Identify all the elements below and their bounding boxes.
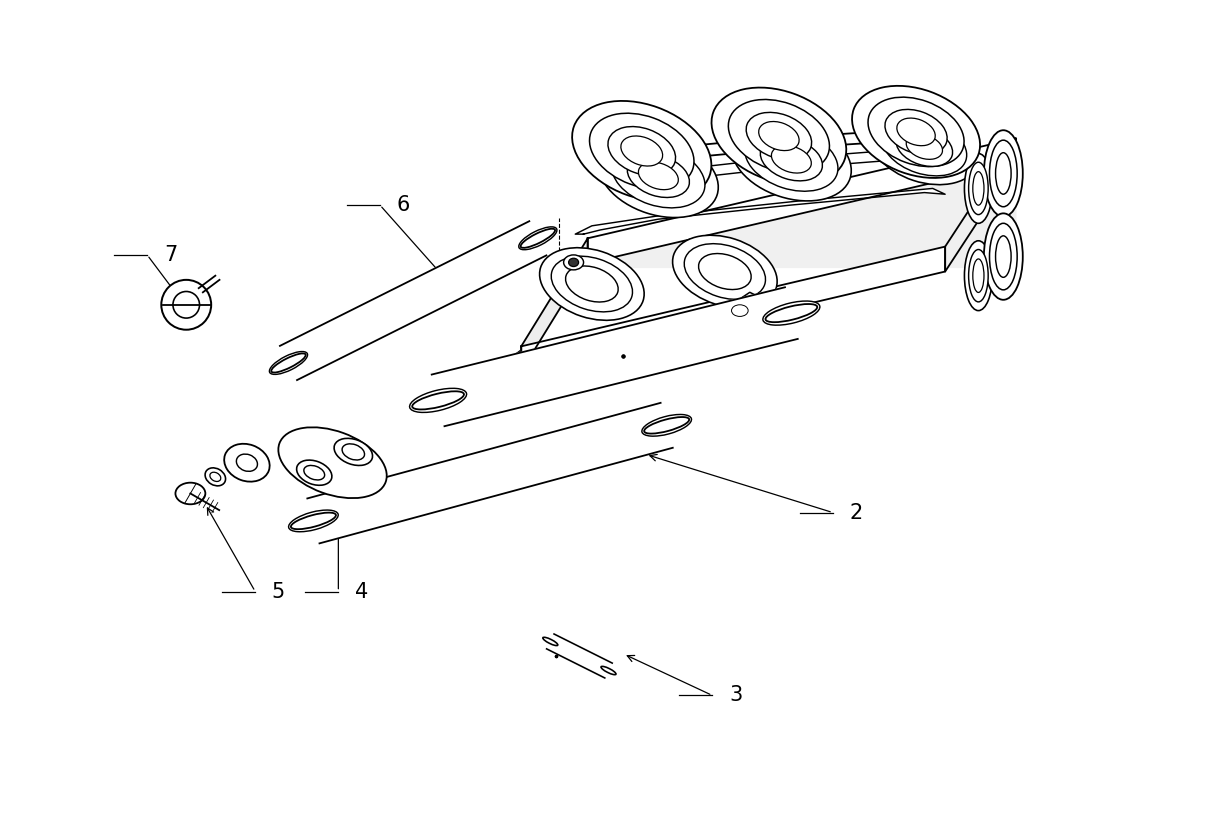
Ellipse shape — [758, 122, 800, 151]
Ellipse shape — [410, 389, 466, 413]
Ellipse shape — [612, 144, 705, 208]
Ellipse shape — [972, 259, 985, 293]
Ellipse shape — [868, 98, 964, 167]
Polygon shape — [546, 634, 612, 678]
Polygon shape — [308, 403, 673, 544]
Polygon shape — [432, 287, 798, 426]
Ellipse shape — [983, 130, 1022, 217]
Ellipse shape — [897, 118, 935, 146]
Ellipse shape — [996, 236, 1011, 278]
Polygon shape — [280, 221, 546, 380]
Text: 8: 8 — [488, 378, 501, 398]
Ellipse shape — [173, 292, 200, 318]
Polygon shape — [521, 247, 946, 371]
Ellipse shape — [989, 140, 1017, 207]
Ellipse shape — [271, 354, 305, 373]
Ellipse shape — [162, 280, 212, 329]
Text: 4: 4 — [355, 581, 369, 601]
Ellipse shape — [539, 248, 644, 320]
Ellipse shape — [765, 304, 818, 322]
Ellipse shape — [551, 256, 633, 312]
Ellipse shape — [969, 249, 988, 302]
Ellipse shape — [236, 454, 258, 471]
Ellipse shape — [304, 465, 325, 480]
Ellipse shape — [969, 163, 988, 214]
Ellipse shape — [870, 109, 978, 184]
Ellipse shape — [964, 241, 992, 310]
Ellipse shape — [644, 417, 689, 434]
Ellipse shape — [996, 153, 1011, 194]
Ellipse shape — [572, 101, 712, 201]
Ellipse shape — [761, 138, 823, 181]
Polygon shape — [588, 138, 1016, 268]
Ellipse shape — [745, 128, 839, 191]
Ellipse shape — [641, 414, 691, 436]
Text: 2: 2 — [849, 503, 863, 523]
Ellipse shape — [621, 136, 662, 166]
Polygon shape — [521, 239, 588, 371]
Ellipse shape — [728, 99, 830, 173]
Text: 6: 6 — [397, 195, 410, 215]
Ellipse shape — [599, 134, 718, 218]
Ellipse shape — [335, 439, 372, 465]
Ellipse shape — [291, 513, 336, 530]
Ellipse shape — [209, 472, 220, 481]
Ellipse shape — [763, 301, 820, 325]
Polygon shape — [946, 138, 1016, 272]
Ellipse shape — [269, 352, 308, 374]
Ellipse shape — [518, 227, 557, 249]
Ellipse shape — [983, 214, 1022, 299]
Ellipse shape — [731, 118, 851, 201]
Ellipse shape — [566, 266, 618, 302]
Ellipse shape — [964, 153, 992, 224]
Ellipse shape — [972, 172, 985, 205]
Ellipse shape — [712, 88, 846, 184]
Ellipse shape — [206, 468, 225, 486]
Ellipse shape — [175, 483, 206, 505]
Text: 3: 3 — [729, 686, 742, 706]
Ellipse shape — [413, 391, 464, 409]
Ellipse shape — [342, 444, 365, 460]
Ellipse shape — [279, 427, 387, 498]
Ellipse shape — [852, 86, 980, 178]
Ellipse shape — [568, 259, 578, 267]
Ellipse shape — [772, 146, 812, 173]
Polygon shape — [576, 188, 946, 234]
Ellipse shape — [627, 154, 690, 198]
Text: 1: 1 — [1008, 178, 1021, 198]
Ellipse shape — [639, 162, 678, 189]
Ellipse shape — [907, 134, 942, 159]
Ellipse shape — [608, 127, 675, 175]
Ellipse shape — [543, 637, 557, 646]
Ellipse shape — [684, 244, 765, 299]
Ellipse shape — [882, 118, 966, 176]
Ellipse shape — [673, 235, 778, 308]
Ellipse shape — [731, 304, 748, 316]
Ellipse shape — [521, 229, 555, 248]
Ellipse shape — [563, 255, 584, 270]
Ellipse shape — [885, 109, 947, 154]
Text: 5: 5 — [271, 581, 285, 601]
Ellipse shape — [989, 224, 1017, 290]
Polygon shape — [588, 138, 1016, 264]
Ellipse shape — [746, 113, 812, 159]
Ellipse shape — [601, 666, 616, 675]
Ellipse shape — [288, 510, 338, 532]
Text: 7: 7 — [164, 245, 176, 265]
Polygon shape — [729, 292, 775, 325]
Ellipse shape — [699, 254, 751, 289]
Ellipse shape — [297, 460, 332, 485]
Ellipse shape — [896, 128, 953, 167]
Ellipse shape — [224, 444, 270, 482]
Ellipse shape — [589, 113, 694, 188]
